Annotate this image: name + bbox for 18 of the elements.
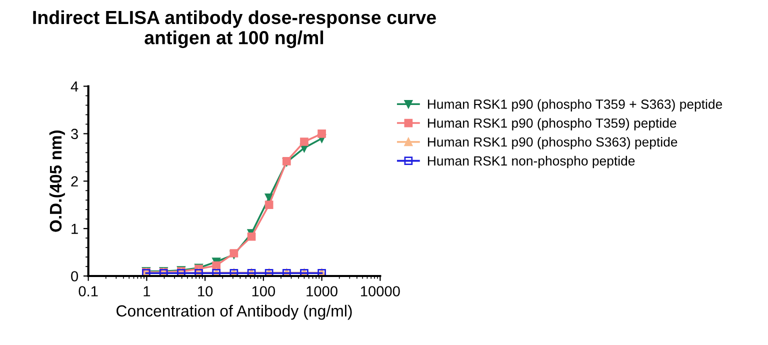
legend-label: Human RSK1 non-phospho peptide [428, 156, 635, 168]
x-tick-label: 1 [144, 286, 150, 296]
legend-label: Human RSK1 p90 (phospho T359 + S363) peptide [428, 99, 722, 112]
x-tick-label: 100 [252, 286, 276, 296]
x-tick-label: 10000 [361, 286, 400, 296]
legend-label: Human RSK1 p90 (phospho T359) peptide [428, 118, 676, 130]
x-tick-label: 0.1 [78, 286, 98, 296]
chart-title: Indirect ELISA antibody dose-response curve antigen at 100 ng/ml [33, 10, 436, 48]
y-axis-title: O.D.(405 nm) [49, 130, 65, 232]
y-tick-label: 4 [70, 82, 78, 92]
legend-label: Human RSK1 p90 (phospho S363) peptide [428, 136, 678, 150]
x-tick-label: 10 [198, 286, 213, 296]
y-tick-label: 1 [72, 224, 78, 234]
x-axis-title: Concentration of Antibody (ng/ml) [116, 304, 352, 320]
y-tick-label: 2 [71, 176, 78, 186]
y-tick-label: 3 [71, 128, 78, 140]
y-tick-label: 0 [71, 271, 78, 282]
x-tick-label: 1000 [306, 286, 338, 296]
